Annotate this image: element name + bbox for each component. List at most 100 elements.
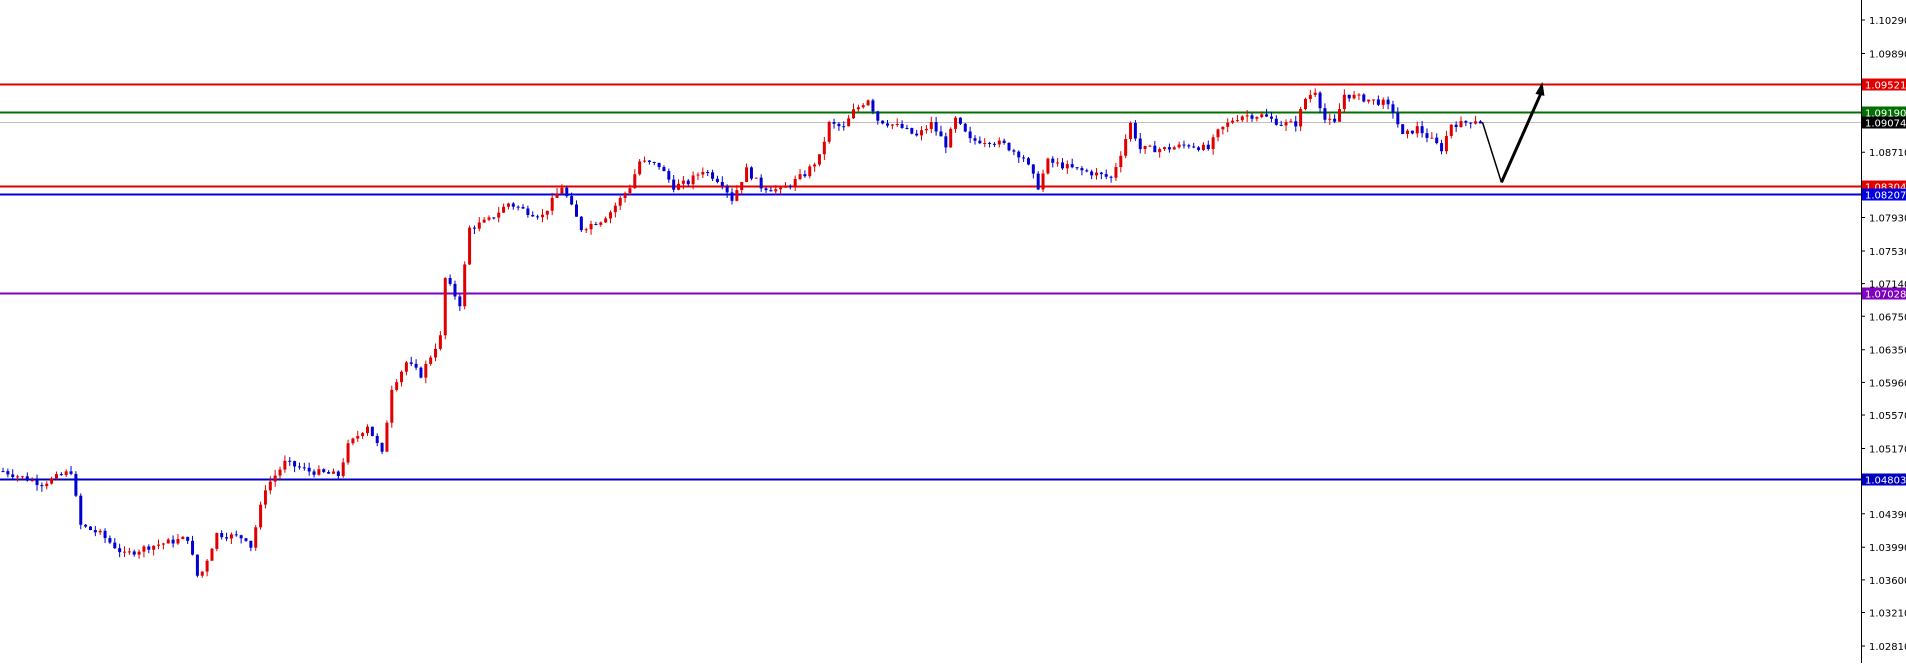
candle-body: [302, 467, 306, 469]
candle-body: [1376, 99, 1380, 105]
candle-body: [16, 476, 20, 478]
candle-body: [259, 504, 263, 528]
candle-body: [866, 100, 870, 106]
candle-body: [195, 554, 199, 576]
candle-body: [1201, 144, 1205, 150]
candle-body: [1017, 151, 1021, 158]
candle-body: [1279, 124, 1283, 126]
candle-body: [929, 122, 933, 129]
candle-body: [361, 433, 365, 437]
candle-body: [88, 526, 92, 531]
candle-body: [346, 443, 350, 463]
candle-body: [1323, 108, 1327, 120]
candle-body: [317, 469, 321, 475]
candle-body: [98, 530, 102, 533]
candle-body: [161, 543, 165, 545]
candle-body: [628, 188, 632, 194]
candle-body: [1231, 120, 1235, 123]
candle-body: [1245, 115, 1249, 117]
candle-body: [1031, 164, 1035, 174]
candle-body: [1143, 145, 1147, 150]
y-tick-label: 1.05960: [1869, 378, 1906, 389]
candle-body: [477, 222, 481, 229]
candle-body: [147, 546, 151, 550]
candle-body: [380, 442, 384, 452]
candle-body: [1308, 94, 1312, 99]
candle-body: [725, 185, 729, 193]
candle-body: [414, 363, 418, 368]
candle-body: [949, 128, 953, 148]
candle-body: [715, 178, 719, 182]
candle-body: [1026, 158, 1030, 165]
candle-body: [803, 174, 807, 177]
candle-body: [1454, 124, 1458, 128]
candle-body: [711, 172, 715, 179]
candle-body: [181, 536, 185, 540]
candle-body: [1260, 114, 1264, 118]
candle-body: [1187, 145, 1191, 147]
candle-body: [856, 107, 860, 110]
candle-body: [229, 534, 233, 539]
candle-body: [1415, 126, 1419, 134]
candle-body: [1303, 98, 1307, 110]
candle-body: [1313, 92, 1317, 95]
candle-body: [798, 174, 802, 179]
candle-body: [1119, 155, 1123, 168]
candle-body: [142, 546, 146, 552]
candle-body: [920, 130, 924, 136]
candle-body: [1167, 147, 1171, 150]
level-label-box: [1862, 106, 1906, 119]
candle-body: [356, 436, 360, 439]
candle-body: [1041, 173, 1045, 190]
candle-body: [1216, 129, 1220, 138]
candle-body: [774, 189, 778, 192]
candle-body: [210, 548, 214, 561]
candle-body: [244, 538, 248, 541]
candle-body: [793, 178, 797, 187]
candle-body: [1352, 94, 1356, 99]
candle-body: [1158, 149, 1162, 153]
candle-body: [1104, 174, 1108, 177]
candle-body: [827, 122, 831, 142]
candle-body: [691, 175, 695, 185]
candle-body: [1002, 140, 1006, 143]
candle-body: [502, 206, 506, 213]
level-label: 1.07028: [1865, 290, 1906, 301]
candle-body: [487, 217, 491, 220]
price-axis[interactable]: 1.10290 1.09890 1.08710 1.07930 1.07530 1.071…: [1861, 16, 1906, 653]
candle-body: [327, 471, 331, 474]
candle-body: [988, 142, 992, 144]
candle-body: [609, 212, 612, 219]
candle-body: [400, 371, 404, 383]
candle-body: [220, 533, 224, 538]
level-label: 1.04803: [1865, 476, 1906, 487]
candle-body: [472, 227, 476, 229]
candle-body: [1148, 145, 1152, 147]
candle-body: [720, 181, 724, 186]
candle-body: [482, 219, 486, 223]
y-tick-label: 1.09890: [1869, 49, 1906, 60]
candle-body: [511, 203, 515, 207]
candle-body: [1299, 109, 1303, 127]
candle-body: [424, 363, 428, 378]
candle-body: [497, 212, 501, 218]
candle-body: [448, 278, 452, 284]
candle-body: [351, 438, 355, 444]
candle-body: [1410, 130, 1414, 134]
candle-body: [1381, 99, 1385, 105]
candle-body: [1206, 144, 1210, 150]
candle-body: [1367, 99, 1371, 102]
candle-body: [890, 124, 894, 126]
candle-body: [1338, 109, 1341, 122]
candle-body: [526, 208, 530, 215]
y-tick-label: 1.03210: [1869, 609, 1906, 620]
candle-body: [127, 551, 131, 553]
candle-body: [166, 539, 170, 544]
candles: [1, 88, 1482, 578]
candle-body: [978, 140, 982, 144]
y-tick-label: 1.07530: [1869, 247, 1906, 258]
candle-body: [74, 473, 78, 496]
candle-body: [881, 120, 885, 124]
candle-body: [50, 478, 54, 484]
candle-body: [1114, 167, 1118, 178]
